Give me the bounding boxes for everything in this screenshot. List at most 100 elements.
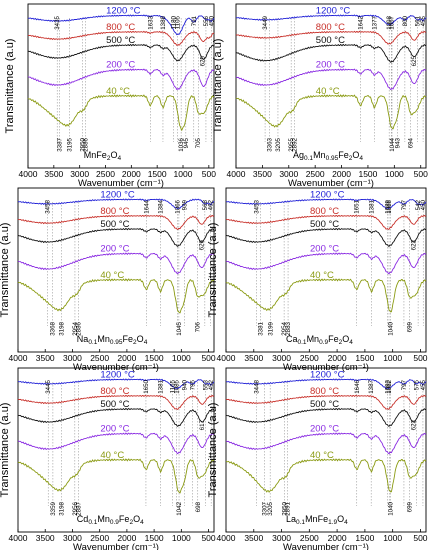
peak-label: 462 bbox=[208, 199, 215, 210]
x-tick-label: 3500 bbox=[36, 533, 55, 543]
series-label-1200: 1200 °C bbox=[310, 189, 345, 200]
plot-frame bbox=[27, 3, 215, 169]
x-tick-label: 1500 bbox=[355, 353, 374, 363]
x-tick-label: 2500 bbox=[90, 353, 109, 363]
peak-label: 452 bbox=[208, 379, 215, 390]
peak-label: 797 bbox=[401, 379, 408, 390]
x-tick-label: 3000 bbox=[63, 353, 82, 363]
x-axis-label: Wavenumber (cm⁻¹) bbox=[73, 542, 159, 550]
peak-label: 943 bbox=[394, 137, 401, 148]
y-axis-label: Transmittance (a.u) bbox=[212, 39, 224, 134]
peak-label: 1040 bbox=[387, 321, 394, 335]
x-tick-label: 2000 bbox=[328, 533, 347, 543]
y-axis-label: Transmittance (a.u) bbox=[207, 403, 219, 498]
series-label-500: 500 °C bbox=[310, 219, 339, 230]
series-line-1200 bbox=[17, 378, 215, 390]
y-axis-label: Transmittance (a.u) bbox=[0, 223, 11, 318]
x-tick-label: 4000 bbox=[217, 533, 236, 543]
series-line-800 bbox=[225, 214, 427, 230]
series-label-200: 200 °C bbox=[310, 244, 339, 255]
x-tick-label: 3000 bbox=[272, 533, 291, 543]
series-line-1200 bbox=[225, 198, 427, 209]
y-axis-label: Transmittance (a.u) bbox=[207, 223, 219, 318]
series-line-40 bbox=[225, 458, 427, 493]
chart-panel-f: 4000 3500 3000 2500 2000 1500 1000 500 Wavenumbe… bbox=[207, 367, 428, 550]
series-label-800: 800 °C bbox=[310, 386, 339, 397]
series-label-40: 40 °C bbox=[316, 86, 340, 97]
peak-label: 3198 bbox=[59, 501, 66, 515]
peak-label: 3449 bbox=[262, 15, 269, 29]
peak-label: 699 bbox=[406, 321, 413, 332]
x-tick-label: 3000 bbox=[279, 169, 298, 179]
x-tick-label: 4000 bbox=[9, 353, 28, 363]
peak-label: 1089 bbox=[385, 199, 392, 213]
x-axis-label: Wavenumber (cm⁻¹) bbox=[283, 542, 369, 550]
peak-label: 3199 bbox=[268, 321, 275, 335]
series-label-40: 40 °C bbox=[100, 450, 124, 461]
series-line-200 bbox=[225, 252, 427, 275]
series-label-200: 200 °C bbox=[310, 424, 339, 435]
peak-label: 694 bbox=[407, 137, 414, 148]
chart-panel-d: 4000 3500 3000 2500 2000 1500 1000 500 Wavenumbe… bbox=[207, 187, 428, 373]
peak-label: 797 bbox=[401, 199, 408, 210]
peak-label: 3195 bbox=[67, 137, 74, 151]
x-tick-label: 1500 bbox=[145, 353, 164, 363]
x-tick-label: 4000 bbox=[217, 353, 236, 363]
series-label-1200: 1200 °C bbox=[100, 189, 135, 200]
peak-label: 556 bbox=[203, 15, 210, 26]
chart-panel-b: 4000 3500 3000 2500 2000 1500 1000 500 Wavenumbe… bbox=[212, 3, 428, 189]
x-tick-label: 2500 bbox=[96, 169, 115, 179]
peak-label: 1057 bbox=[388, 15, 395, 29]
x-axis-label: Wavenumber (cm⁻¹) bbox=[78, 178, 164, 189]
peak-label: 3435 bbox=[54, 15, 61, 29]
series-line-40 bbox=[27, 94, 215, 132]
peak-label: 2887 bbox=[76, 501, 83, 515]
x-tick-label: 4000 bbox=[19, 169, 38, 179]
peak-label: 2956 bbox=[72, 501, 79, 515]
sample-formula: Ca0.1Mn0.9Fe2O4 bbox=[286, 334, 353, 346]
series-label-800: 800 °C bbox=[106, 22, 135, 33]
peak-label: 1066 bbox=[175, 199, 182, 213]
x-tick-label: 3500 bbox=[253, 169, 272, 179]
peak-label: 455 bbox=[420, 379, 427, 390]
peak-label: 623 bbox=[411, 239, 418, 250]
series-label-500: 500 °C bbox=[100, 399, 129, 410]
peak-label: 568 bbox=[202, 199, 209, 210]
x-tick-label: 1000 bbox=[172, 353, 191, 363]
series-line-800 bbox=[27, 30, 215, 47]
peak-label: 450 bbox=[208, 15, 215, 26]
peak-label: 3453 bbox=[253, 199, 260, 213]
x-tick-label: 2000 bbox=[117, 533, 136, 543]
series-line-200 bbox=[27, 68, 215, 91]
sample-formula: Ag0.1Mn0.95Fe2O4 bbox=[293, 150, 363, 162]
peak-label: 705 bbox=[195, 137, 202, 148]
x-tick-label: 1000 bbox=[383, 353, 402, 363]
peak-label: 561 bbox=[415, 15, 422, 26]
peak-label: 2950 bbox=[281, 501, 288, 515]
y-axis-label: Transmittance (a.u) bbox=[0, 403, 11, 498]
peak-label: 1377 bbox=[371, 15, 378, 29]
peak-label: 2891 bbox=[285, 501, 292, 515]
peak-label: 3198 bbox=[59, 321, 66, 335]
peak-label: 2950 bbox=[79, 137, 86, 151]
series-line-40 bbox=[225, 278, 427, 313]
peak-label: 575 bbox=[413, 379, 420, 390]
peak-label: 706 bbox=[194, 321, 201, 332]
peak-label: 699 bbox=[406, 501, 413, 512]
peak-label: 1646 bbox=[354, 379, 361, 393]
peak-label: 1085 bbox=[174, 379, 181, 393]
x-tick-label: 500 bbox=[201, 533, 215, 543]
x-tick-label: 2000 bbox=[122, 169, 141, 179]
series-line-200 bbox=[17, 252, 215, 275]
series-line-200 bbox=[235, 68, 427, 91]
peak-label: 450 bbox=[420, 199, 427, 210]
series-label-800: 800 °C bbox=[310, 206, 339, 217]
peak-label: 1381 bbox=[158, 379, 165, 393]
peak-label: 1381 bbox=[369, 199, 376, 213]
series-label-40: 40 °C bbox=[310, 270, 334, 281]
peak-label: 1642 bbox=[357, 15, 364, 29]
peak-label: 3205 bbox=[267, 501, 274, 515]
peak-label: 2886 bbox=[76, 321, 83, 335]
series-label-800: 800 °C bbox=[100, 206, 129, 217]
